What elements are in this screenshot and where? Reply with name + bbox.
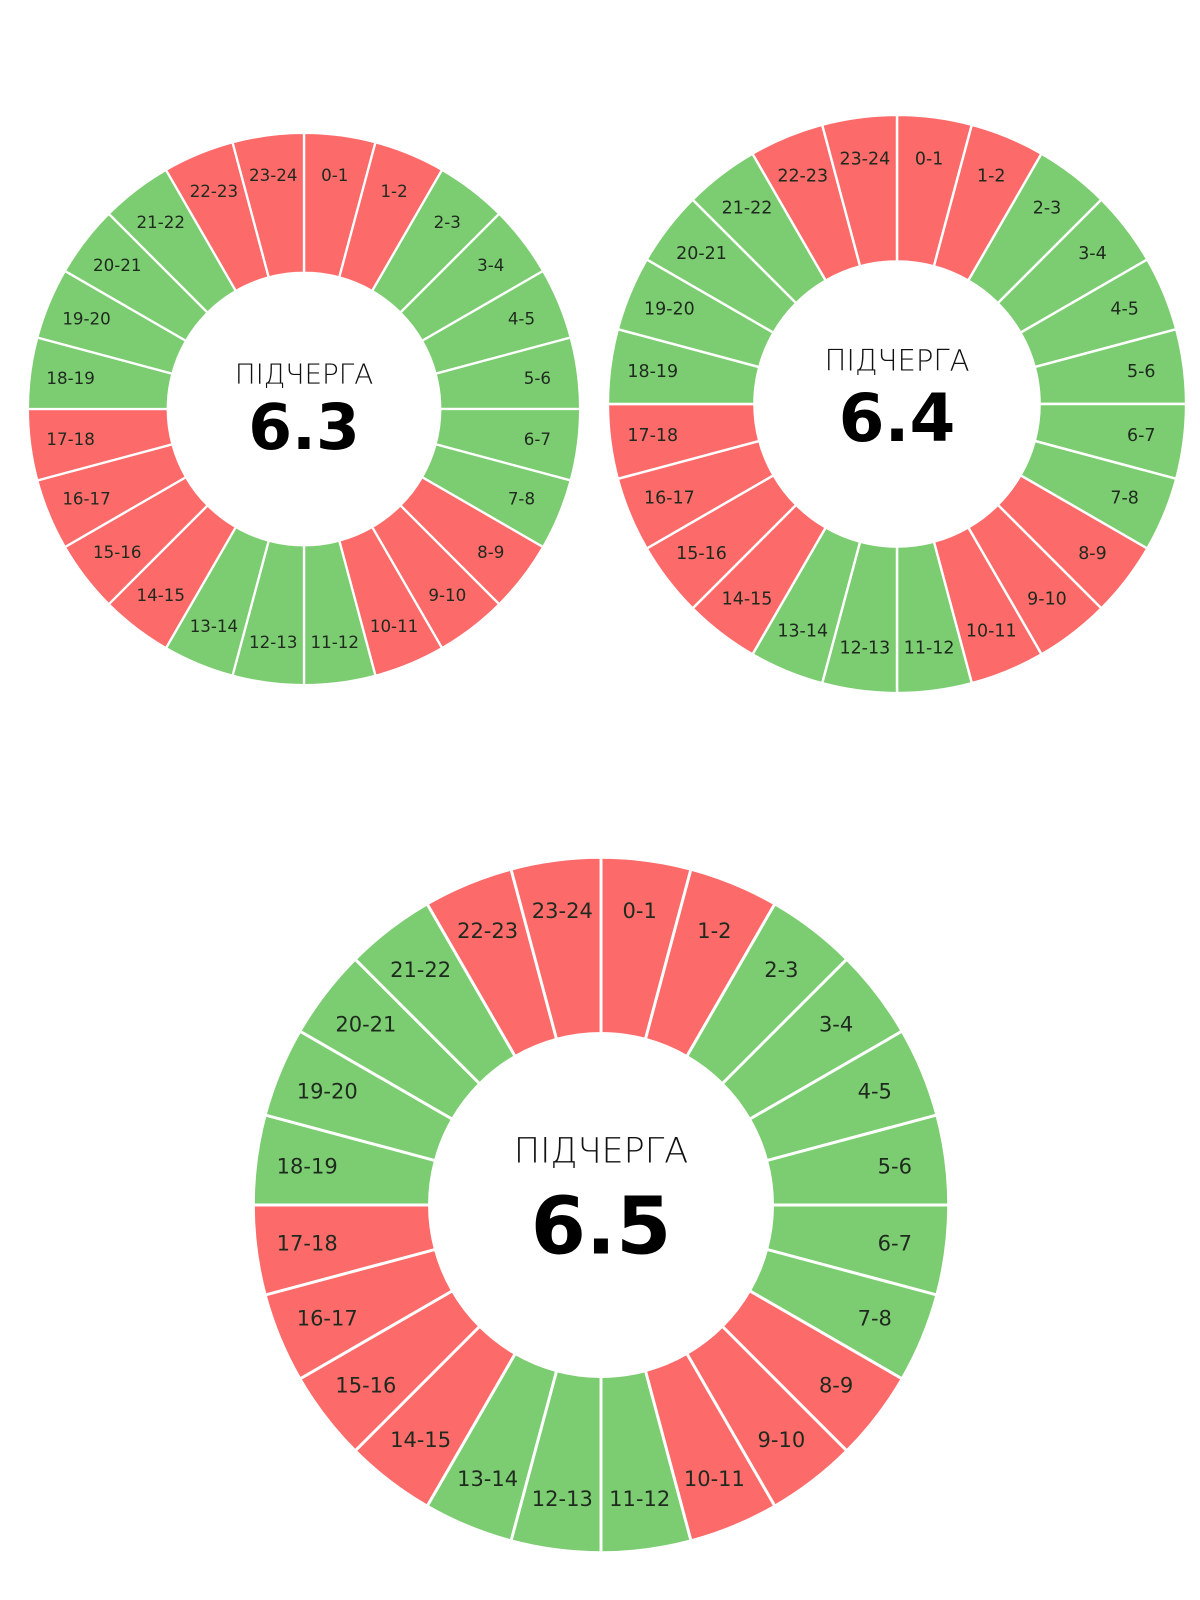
queue-wheel-6-3: 0-1 1-2 2-3 3-4 4-5 5-6 6-7 7-8 8-9 9-10 10-11 11-1… <box>26 131 582 687</box>
hour-label: 13-14 <box>190 617 238 636</box>
hour-label: 22-23 <box>457 919 518 943</box>
hour-label: 3-4 <box>1078 244 1107 264</box>
wheel-center <box>754 261 1040 547</box>
hour-label: 18-19 <box>277 1154 338 1178</box>
hour-label: 22-23 <box>777 166 828 186</box>
hour-label: 16-17 <box>644 488 695 508</box>
hour-label: 3-4 <box>819 1013 853 1037</box>
hour-label: 10-11 <box>966 622 1017 642</box>
hour-label: 17-18 <box>46 430 94 449</box>
hour-label: 13-14 <box>777 622 828 642</box>
hour-label: 14-15 <box>722 589 773 609</box>
hour-label: 18-19 <box>627 362 678 382</box>
hour-label: 19-20 <box>297 1080 358 1104</box>
hour-label: 9-10 <box>428 586 466 605</box>
hour-label: 23-24 <box>532 899 593 923</box>
hour-label: 8-9 <box>477 543 504 562</box>
hour-label: 6-7 <box>1127 426 1156 446</box>
hour-label: 16-17 <box>297 1306 358 1330</box>
hour-label: 10-11 <box>684 1467 745 1491</box>
hour-label: 12-13 <box>249 633 297 652</box>
hour-label: 6-7 <box>524 430 551 449</box>
hour-label: 10-11 <box>370 617 418 636</box>
hour-label: 12-13 <box>839 638 890 658</box>
hour-label: 8-9 <box>819 1373 853 1397</box>
hour-label: 20-21 <box>93 256 141 275</box>
hour-label: 1-2 <box>977 166 1006 186</box>
hour-label: 15-16 <box>335 1373 396 1397</box>
hour-label: 4-5 <box>858 1080 892 1104</box>
hour-label: 7-8 <box>858 1306 892 1330</box>
queue-number: 6.4 <box>839 380 956 457</box>
wheel-segments: 0-1 1-2 2-3 3-4 4-5 5-6 6-7 7-8 8-9 9-10 10-11 11-1… <box>26 131 582 687</box>
hour-label: 20-21 <box>335 1013 396 1037</box>
hour-label: 14-15 <box>390 1428 451 1452</box>
hour-label: 0-1 <box>623 899 657 923</box>
hour-label: 2-3 <box>1033 199 1062 219</box>
hour-label: 1-2 <box>380 182 407 201</box>
hour-label: 14-15 <box>136 586 184 605</box>
queue-wheel-6-5: 0-1 1-2 2-3 3-4 4-5 5-6 6-7 7-8 8-9 9-10 10-11 11-1… <box>251 855 951 1555</box>
hour-label: 2-3 <box>434 213 461 232</box>
queue-title: ПІДЧЕРГА <box>514 1131 688 1171</box>
hour-label: 5-6 <box>1127 362 1156 382</box>
wheel-center <box>167 272 441 546</box>
hour-label: 17-18 <box>627 426 678 446</box>
hour-label: 22-23 <box>190 182 238 201</box>
hour-label: 11-12 <box>609 1487 670 1511</box>
hour-label: 4-5 <box>508 309 535 328</box>
hour-label: 21-22 <box>136 213 184 232</box>
hour-label: 3-4 <box>477 256 504 275</box>
hour-label: 0-1 <box>915 150 944 170</box>
hour-label: 2-3 <box>764 958 798 982</box>
hour-label: 23-24 <box>249 166 297 185</box>
hour-label: 5-6 <box>524 369 551 388</box>
queue-wheel-6-4: 0-1 1-2 2-3 3-4 4-5 5-6 6-7 7-8 8-9 9-10 10-11 11-1… <box>606 113 1188 695</box>
hour-label: 6-7 <box>878 1232 912 1256</box>
hour-label: 19-20 <box>62 309 110 328</box>
hour-label: 0-1 <box>321 166 348 185</box>
hour-label: 23-24 <box>839 150 890 170</box>
hour-label: 20-21 <box>676 244 727 264</box>
hour-label: 4-5 <box>1110 300 1139 320</box>
hour-label: 5-6 <box>878 1154 912 1178</box>
wheel-segments: 0-1 1-2 2-3 3-4 4-5 5-6 6-7 7-8 8-9 9-10 10-11 11-1… <box>606 113 1188 695</box>
hour-label: 21-22 <box>390 958 451 982</box>
hour-label: 9-10 <box>758 1428 806 1452</box>
hour-label: 18-19 <box>46 369 94 388</box>
wheel-center <box>429 1033 773 1377</box>
queue-number: 6.5 <box>531 1180 672 1273</box>
hour-label: 7-8 <box>1110 488 1139 508</box>
hour-label: 13-14 <box>457 1467 518 1491</box>
queue-number: 6.3 <box>248 391 360 464</box>
queue-title: ПІДЧЕРГА <box>824 343 969 377</box>
hour-label: 7-8 <box>508 490 535 509</box>
hour-label: 15-16 <box>93 543 141 562</box>
hour-label: 17-18 <box>277 1232 338 1256</box>
hour-label: 19-20 <box>644 300 695 320</box>
hour-label: 8-9 <box>1078 544 1107 564</box>
hour-label: 11-12 <box>310 633 358 652</box>
hour-label: 12-13 <box>532 1487 593 1511</box>
hour-label: 21-22 <box>722 199 773 219</box>
hour-label: 11-12 <box>904 638 955 658</box>
hour-label: 9-10 <box>1027 589 1067 609</box>
hour-label: 16-17 <box>62 490 110 509</box>
queue-title: ПІДЧЕРГА <box>235 357 374 390</box>
hour-label: 1-2 <box>697 919 731 943</box>
hour-label: 15-16 <box>676 544 727 564</box>
